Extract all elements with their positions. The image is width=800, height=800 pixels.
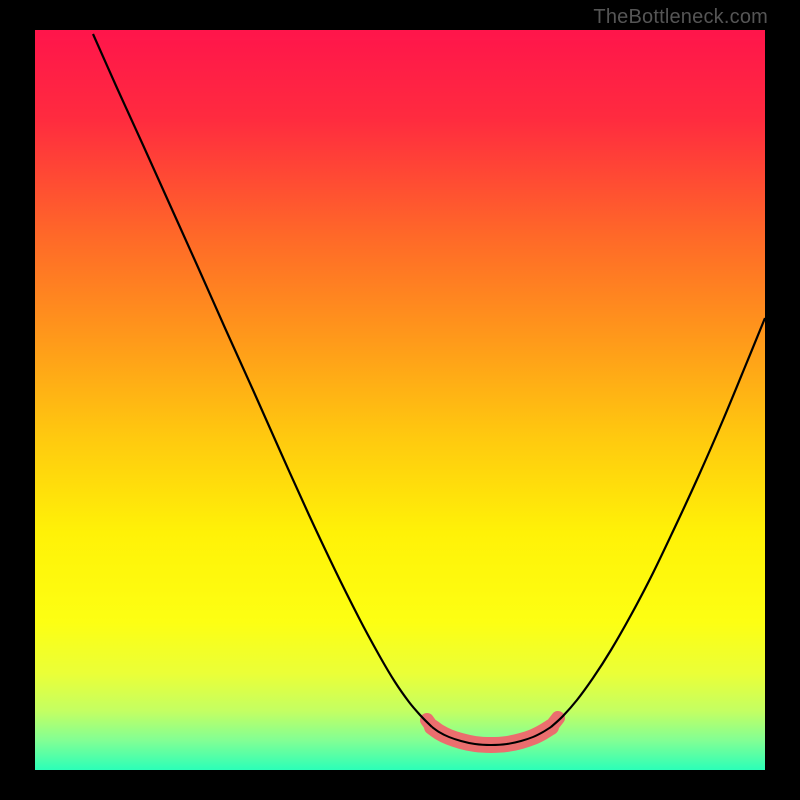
right-ascending-curve <box>551 318 765 727</box>
chart-curves <box>35 30 765 770</box>
left-descending-curve <box>93 34 432 727</box>
watermark-text: TheBottleneck.com <box>593 6 768 29</box>
chart-plot-area <box>35 30 765 770</box>
